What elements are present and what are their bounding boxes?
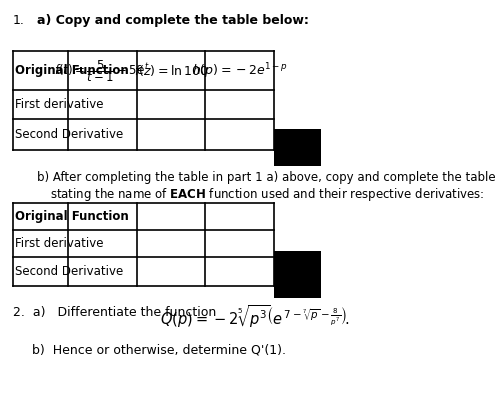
Text: Second Derivative: Second Derivative [15, 128, 123, 141]
Text: $Q(p) = -2\sqrt[5]{p^{3}}\!\left(e^{\,7-\sqrt[7]{p}-\frac{8}{p^{7}}}\right)\!.$: $Q(p) = -2\sqrt[5]{p^{3}}\!\left(e^{\,7-… [160, 303, 350, 330]
Text: b)  Hence or otherwise, determine Q'(1).: b) Hence or otherwise, determine Q'(1). [32, 343, 286, 356]
Text: $h(p) = -2e^{1-p}$: $h(p) = -2e^{1-p}$ [192, 61, 288, 81]
Bar [274, 251, 321, 298]
Text: First derivative: First derivative [15, 237, 103, 250]
Text: First derivative: First derivative [15, 98, 103, 111]
Text: b) After completing the table in part 1 a) above, copy and complete the table be: b) After completing the table in part 1 … [37, 171, 496, 184]
Text: Original Function: Original Function [15, 210, 128, 223]
Text: Original Function: Original Function [15, 65, 128, 77]
Text: $f(z) = \ln 100$: $f(z) = \ln 100$ [134, 63, 208, 79]
Text: stating the name of $\mathbf{EACH}$ function used and their respective derivativ: stating the name of $\mathbf{EACH}$ func… [50, 186, 484, 203]
Text: $f(t) = \dfrac{5}{t-1} - 5e^{t}$: $f(t) = \dfrac{5}{t-1} - 5e^{t}$ [55, 58, 150, 84]
Text: Second Derivative: Second Derivative [15, 265, 123, 278]
Text: 2.  a)   Differentiate the function: 2. a) Differentiate the function [13, 306, 216, 319]
Text: 1.: 1. [13, 14, 25, 28]
Text: a) Copy and complete the table below:: a) Copy and complete the table below: [37, 14, 309, 28]
Bar [274, 129, 321, 166]
